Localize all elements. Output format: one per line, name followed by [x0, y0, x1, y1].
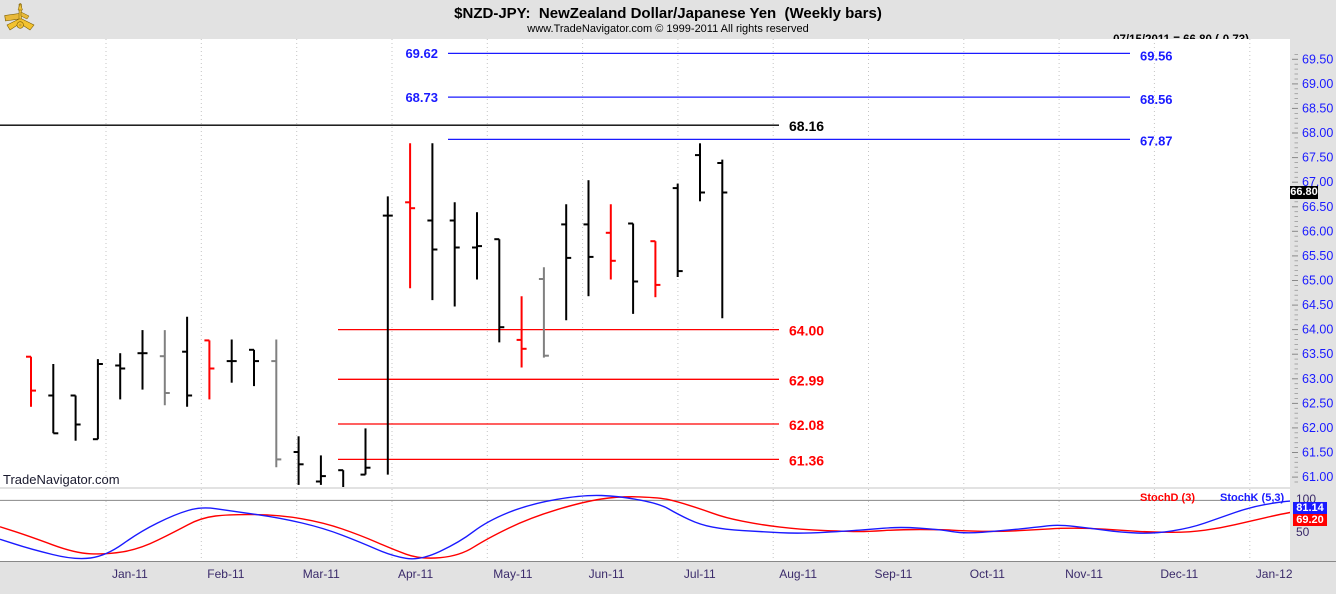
- svg-text:69.50: 69.50: [1302, 52, 1333, 66]
- svg-text:63.50: 63.50: [1302, 347, 1333, 361]
- svg-text:67.87: 67.87: [1140, 133, 1173, 148]
- svg-text:65.00: 65.00: [1302, 274, 1333, 288]
- svg-text:Jul-11: Jul-11: [684, 567, 716, 581]
- svg-text:68.73: 68.73: [405, 90, 438, 105]
- svg-text:68.56: 68.56: [1140, 92, 1173, 107]
- svg-text:62.50: 62.50: [1302, 396, 1333, 410]
- svg-text:Dec-11: Dec-11: [1160, 567, 1198, 581]
- svg-text:Feb-11: Feb-11: [207, 567, 244, 581]
- svg-text:61.00: 61.00: [1302, 470, 1333, 484]
- svg-text:Jan-11: Jan-11: [112, 567, 148, 581]
- svg-text:Oct-11: Oct-11: [970, 567, 1005, 581]
- svg-text:62.99: 62.99: [789, 372, 824, 388]
- svg-text:Nov-11: Nov-11: [1065, 567, 1103, 581]
- svg-text:68.16: 68.16: [789, 118, 824, 134]
- svg-text:64.00: 64.00: [789, 323, 824, 339]
- svg-text:62.00: 62.00: [1302, 421, 1333, 435]
- svg-text:67.50: 67.50: [1302, 151, 1333, 165]
- svg-text:Jun-11: Jun-11: [589, 567, 625, 581]
- svg-text:64.50: 64.50: [1302, 298, 1333, 312]
- svg-text:66.50: 66.50: [1302, 200, 1333, 214]
- svg-text:69.62: 69.62: [405, 46, 438, 61]
- svg-text:64.00: 64.00: [1302, 323, 1333, 337]
- svg-text:69.00: 69.00: [1302, 77, 1333, 91]
- svg-text:65.50: 65.50: [1302, 249, 1333, 263]
- svg-text:Sep-11: Sep-11: [875, 567, 913, 581]
- svg-text:Jan-12: Jan-12: [1256, 567, 1293, 581]
- svg-text:63.00: 63.00: [1302, 372, 1333, 386]
- svg-text:69.56: 69.56: [1140, 49, 1173, 64]
- svg-text:61.50: 61.50: [1302, 446, 1333, 460]
- svg-text:Mar-11: Mar-11: [303, 567, 340, 581]
- svg-text:68.00: 68.00: [1302, 126, 1333, 140]
- svg-text:61.36: 61.36: [789, 452, 824, 468]
- svg-text:68.50: 68.50: [1302, 101, 1333, 115]
- svg-text:62.08: 62.08: [789, 417, 824, 433]
- svg-text:Apr-11: Apr-11: [398, 567, 433, 581]
- svg-text:Aug-11: Aug-11: [779, 567, 817, 581]
- svg-text:May-11: May-11: [493, 567, 532, 581]
- svg-text:66.00: 66.00: [1302, 224, 1333, 238]
